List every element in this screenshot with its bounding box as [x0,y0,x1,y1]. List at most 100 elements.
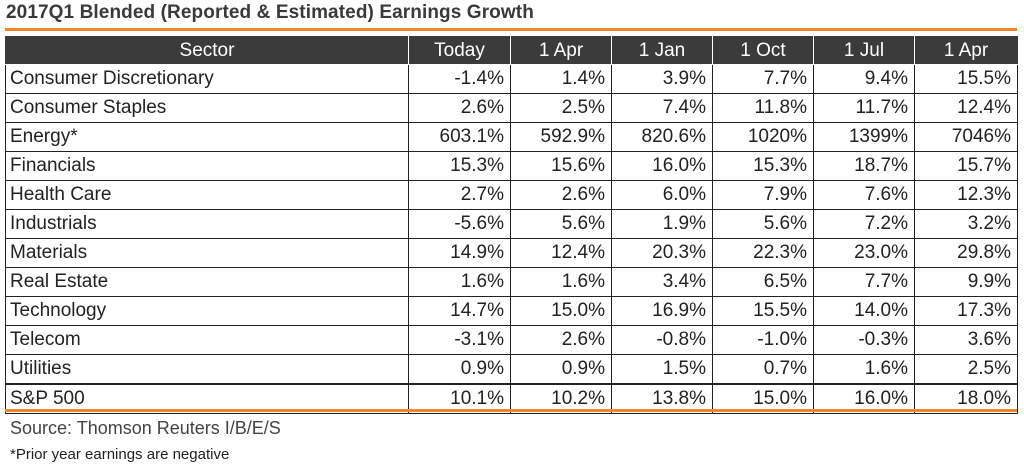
column-header-1-jul: 1 Jul [813,36,915,65]
value-cell: 16.9% [611,296,713,326]
value-cell: 17.3% [914,296,1018,326]
value-cell: 7.7% [712,64,814,94]
column-header-1-jan: 1 Jan [611,36,713,65]
footnote: *Prior year earnings are negative [10,446,230,463]
value-cell: 9.4% [813,64,915,94]
value-cell: 1.5% [611,354,713,385]
value-cell: 13.8% [611,383,713,414]
value-cell: 15.7% [914,151,1018,181]
value-cell: 6.5% [712,267,814,297]
value-cell: 15.0% [510,296,612,326]
value-cell: 12.4% [510,238,612,268]
value-cell: 29.8% [914,238,1018,268]
value-cell: 1399% [813,122,915,152]
value-cell: 3.4% [611,267,713,297]
value-cell: 0.9% [510,354,612,385]
value-cell: 20.3% [611,238,713,268]
value-cell: 7.4% [611,93,713,123]
value-cell: 10.1% [408,383,511,414]
value-cell: 820.6% [611,122,713,152]
column-header-1-apr-prior: 1 Apr [914,36,1018,65]
table-row: Industrials -5.6% 5.6% 1.9% 5.6% 7.2% 3.2% [5,209,1018,239]
value-cell: 12.4% [914,93,1018,123]
value-cell: 5.6% [712,209,814,239]
value-cell: 12.3% [914,180,1018,210]
value-cell: 15.3% [408,151,511,181]
table-row: Health Care 2.7% 2.6% 6.0% 7.9% 7.6% 12.3% [5,180,1018,210]
earnings-growth-table: Sector Today 1 Apr 1 Jan 1 Oct 1 Jul 1 A… [5,36,1018,414]
value-cell: 2.6% [408,93,511,123]
value-cell: 1.9% [611,209,713,239]
sector-cell: S&P 500 [5,383,409,414]
source-note: Source: Thomson Reuters I/B/E/S [10,418,281,438]
table-row: Consumer Staples 2.6% 2.5% 7.4% 11.8% 11.7% 12… [5,93,1018,123]
value-cell: 3.9% [611,64,713,94]
sector-cell: Utilities [5,354,409,385]
sector-cell: Consumer Discretionary [5,64,409,94]
value-cell: 9.9% [914,267,1018,297]
value-cell: 7.6% [813,180,915,210]
value-cell: 1.6% [510,267,612,297]
value-cell: 15.3% [712,151,814,181]
value-cell: 5.6% [510,209,612,239]
sector-cell: Energy* [5,122,409,152]
value-cell: 2.6% [510,325,612,355]
value-cell: 15.6% [510,151,612,181]
sector-cell: Health Care [5,180,409,210]
value-cell: 7.7% [813,267,915,297]
column-header-1-oct: 1 Oct [712,36,814,65]
table-header-row: Sector Today 1 Apr 1 Jan 1 Oct 1 Jul 1 A… [5,36,1018,65]
page-title: 2017Q1 Blended (Reported & Estimated) Ea… [6,2,534,23]
sector-cell: Industrials [5,209,409,239]
sector-cell: Financials [5,151,409,181]
value-cell: 7.9% [712,180,814,210]
column-header-today: Today [408,36,511,65]
table-row: Telecom -3.1% 2.6% -0.8% -1.0% -0.3% 3.6% [5,325,1018,355]
table-row: Real Estate 1.6% 1.6% 3.4% 6.5% 7.7% 9.9% [5,267,1018,297]
value-cell: 603.1% [408,122,511,152]
value-cell: 18.7% [813,151,915,181]
column-header-sector: Sector [5,36,409,65]
value-cell: 1.6% [408,267,511,297]
value-cell: 23.0% [813,238,915,268]
value-cell: 22.3% [712,238,814,268]
value-cell: 3.6% [914,325,1018,355]
table-bottom-rule [5,409,1017,412]
value-cell: 2.6% [510,180,612,210]
sector-cell: Real Estate [5,267,409,297]
value-cell: -1.0% [712,325,814,355]
value-cell: 2.5% [510,93,612,123]
value-cell: 14.7% [408,296,511,326]
value-cell: -0.3% [813,325,915,355]
sector-cell: Materials [5,238,409,268]
value-cell: 1.4% [510,64,612,94]
table-row: Financials 15.3% 15.6% 16.0% 15.3% 18.7% 15.7% [5,151,1018,181]
value-cell: 18.0% [914,383,1018,414]
value-cell: 6.0% [611,180,713,210]
table-row: Energy* 603.1% 592.9% 820.6% 1020% 1399% 7046% [5,122,1018,152]
value-cell: 0.9% [408,354,511,385]
value-cell: 2.7% [408,180,511,210]
table-row: Consumer Discretionary -1.4% 1.4% 3.9% 7.7% 9… [5,64,1018,94]
value-cell: 2.5% [914,354,1018,385]
value-cell: 14.9% [408,238,511,268]
table-row: Materials 14.9% 12.4% 20.3% 22.3% 23.0% 29.8% [5,238,1018,268]
value-cell: 15.5% [712,296,814,326]
sector-cell: Consumer Staples [5,93,409,123]
table-row: Technology 14.7% 15.0% 16.9% 15.5% 14.0% 17.3% [5,296,1018,326]
table-body: Consumer Discretionary -1.4% 1.4% 3.9% 7.7% 9… [5,64,1018,414]
value-cell: -0.8% [611,325,713,355]
value-cell: 15.5% [914,64,1018,94]
value-cell: 7046% [914,122,1018,152]
sector-cell: Technology [5,296,409,326]
value-cell: 1020% [712,122,814,152]
value-cell: 7.2% [813,209,915,239]
value-cell: -3.1% [408,325,511,355]
value-cell: -1.4% [408,64,511,94]
value-cell: 11.7% [813,93,915,123]
table-row: S&P 500 10.1% 10.2% 13.8% 15.0% 16.0% 18.0% [5,383,1018,414]
value-cell: -5.6% [408,209,511,239]
value-cell: 0.7% [712,354,814,385]
sector-cell: Telecom [5,325,409,355]
column-header-1-apr: 1 Apr [510,36,612,65]
